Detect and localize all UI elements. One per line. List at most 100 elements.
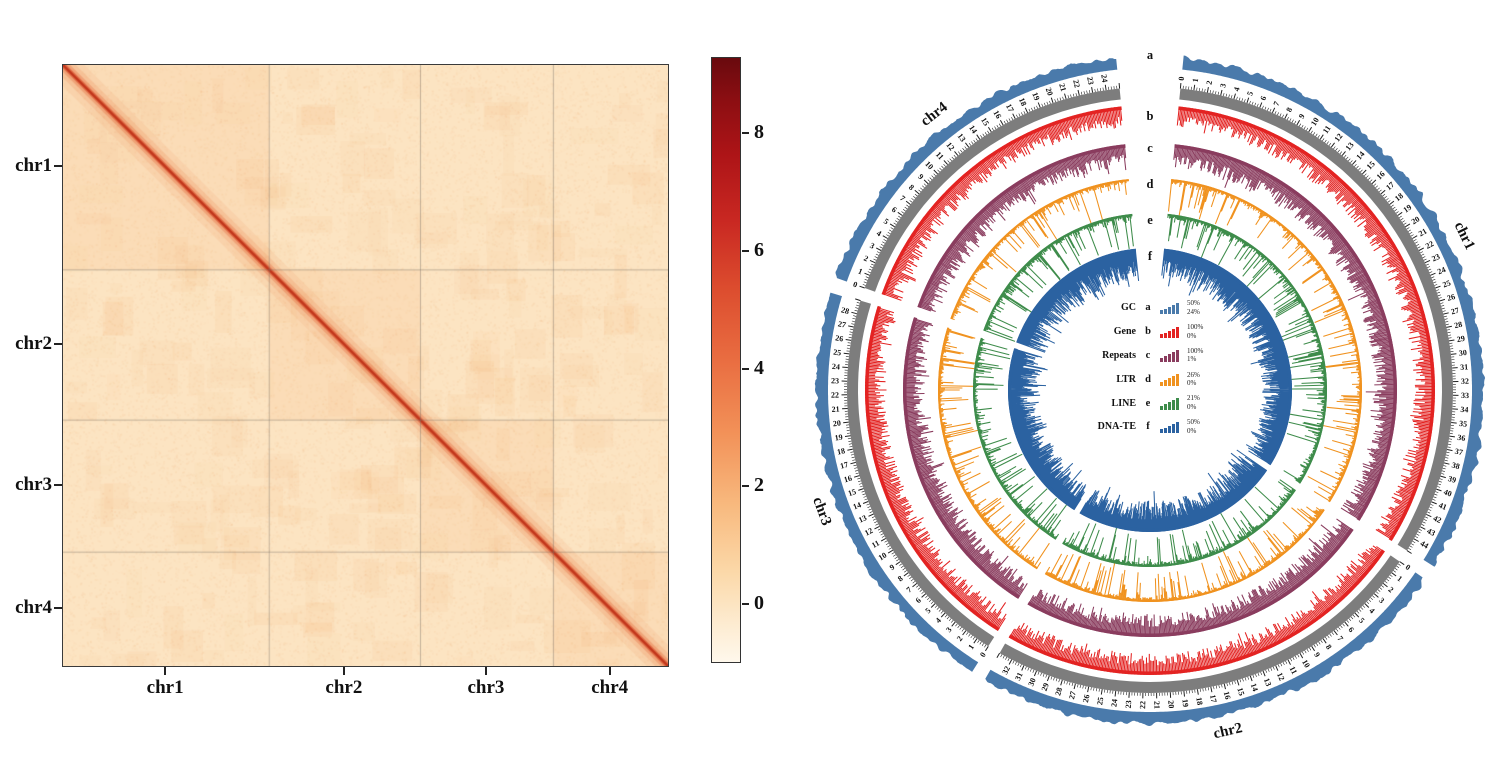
heatmap-x-label: chr2 [325,677,363,698]
heatmap-x-label: chr4 [591,677,629,698]
legend-histogram-icon [1160,349,1183,362]
circos-scale-number: 31 [1013,671,1025,682]
circos-scale-number: 4 [934,616,943,625]
circos-scale-number: 28 [1053,686,1064,696]
circos-scale-number: 11 [870,538,881,550]
circos-scale-number: 1 [1191,78,1200,83]
circos-scale-number: 11 [1321,124,1333,135]
circos-scale-number: 3 [868,241,876,251]
circos-track-letter-d: d [1147,177,1154,191]
circos-major-ticks [1179,83,1459,554]
circos-scale-number: 17 [1208,694,1218,704]
circos-scale-number: 10 [923,159,935,171]
heatmap-y-tick [54,607,62,610]
circos-scale-number: 5 [923,606,932,615]
circos-scale-number: 7 [898,194,907,204]
colorbar-tick [742,367,749,370]
legend-track-name: Repeats [1102,349,1136,361]
circos-chr-label: chr4 [918,99,951,130]
circos-scale-number: 16 [1222,690,1233,700]
circos-scale-number: 22 [1071,79,1082,89]
circos-scale-number: 15 [1365,159,1377,171]
circos-track-baseline [1178,106,1435,542]
circos-minor-ticks [1000,563,1401,697]
circos-scale-number: 8 [907,183,916,192]
circos-scale-number: 12 [1275,671,1287,682]
heatmap-colorbar [711,57,741,663]
circos-chr-label: chr2 [1212,720,1244,742]
legend-track-letter: b [1145,326,1151,338]
circos-scale-number: 38 [1451,460,1461,471]
circos-track-gene [864,307,1007,631]
circos-scale-number: 21 [1152,701,1161,709]
circos-scale-number: 4 [875,229,883,239]
circos-scale-number: 34 [1460,405,1469,414]
circos-scale-number: 20 [832,419,841,429]
circos-scale-number: 18 [1194,696,1204,705]
legend-track-range: 100% 1% [1187,346,1204,364]
legend-histogram-icon [1160,420,1183,434]
legend-track-letter: f [1146,421,1150,433]
circos-scale-number: 3 [944,625,953,634]
circos-scale-number: 6 [1346,625,1355,634]
circos-track-repeats [1027,518,1354,638]
circos-track-dna-te [1007,348,1087,511]
circos-scale-number: 1 [857,267,864,277]
heatmap-x-tick [164,667,167,675]
legend-track-name: LINE [1111,397,1136,409]
circos-scale-number: 12 [1332,132,1344,144]
circos-scale-number: 32 [1461,377,1469,386]
circos-scale-number: 9 [916,172,925,181]
circos-scale-number: 22 [831,391,839,400]
heatmap-y-label: chr3 [15,474,52,496]
colorbar-tick [742,132,749,135]
legend-row-gene: Gene b 100% 0% [1078,320,1228,344]
legend-track-range: 26% 0% [1187,370,1200,388]
circos-scale-number: 31 [1460,362,1469,372]
circos-scale-number: 13 [1344,140,1356,152]
circos-scale-number: 23 [831,376,839,385]
circos-scale-number: 0 [1404,562,1412,572]
circos-scale-number: 2 [1204,80,1214,86]
heatmap-x-tick [484,667,487,675]
legend-track-letter: d [1145,373,1151,385]
circos-scale-number: 14 [967,124,979,136]
circos-scale-number: 23 [1085,76,1095,86]
circos-track-gc [814,292,979,672]
circos-scale-number: 13 [1262,677,1273,688]
circos-scale-number: 29 [1456,334,1465,344]
circos-track-dna-te [1079,449,1268,533]
circos-track-dna-te [1161,248,1293,466]
hic-heatmap-panel [62,64,669,667]
colorbar-tick [742,603,749,606]
circos-scale-number: 15 [1235,687,1246,697]
legend-track-range: 50% 24% [1187,299,1200,316]
circos-track-letter-b: b [1147,109,1154,123]
circos-scale-number: 25 [1095,696,1105,705]
circos-scale-number: 16 [991,109,1003,120]
circos-scale-number: 7 [1272,100,1282,107]
circos-scale-number: 14 [852,500,863,511]
legend-row-ltr: LTR d 26% 0% [1078,367,1228,391]
circos-scale-number: 17 [1004,102,1016,113]
circos-track-repeats [902,318,1028,599]
circos-scale-number: 18 [836,446,846,456]
legend-track-name: DNA-TE [1097,421,1136,433]
heatmap-y-label: chr1 [15,155,52,177]
circos-scale-number: 11 [1288,665,1299,676]
circos-scale-number: 22 [1138,701,1147,709]
heatmap-x-tick [608,667,611,675]
circos-scale-number: 22 [1424,239,1435,251]
circos-scale-number: 2 [1387,585,1396,594]
circos-major-ticks [841,298,989,652]
circos-track-letter-a: a [1147,48,1154,62]
circos-scale-number: 44 [1419,539,1430,551]
circos-scale-number: 24 [1099,74,1109,83]
circos-scale-number: 27 [837,319,847,329]
circos-scale-number: 0 [978,651,988,659]
circos-scale-number: 28 [1453,320,1463,330]
circos-scale-number: 0 [852,280,859,290]
legend-histogram-icon [1160,397,1183,410]
circos-scale-number: 16 [843,474,853,485]
circos-major-ticks [996,561,1405,699]
